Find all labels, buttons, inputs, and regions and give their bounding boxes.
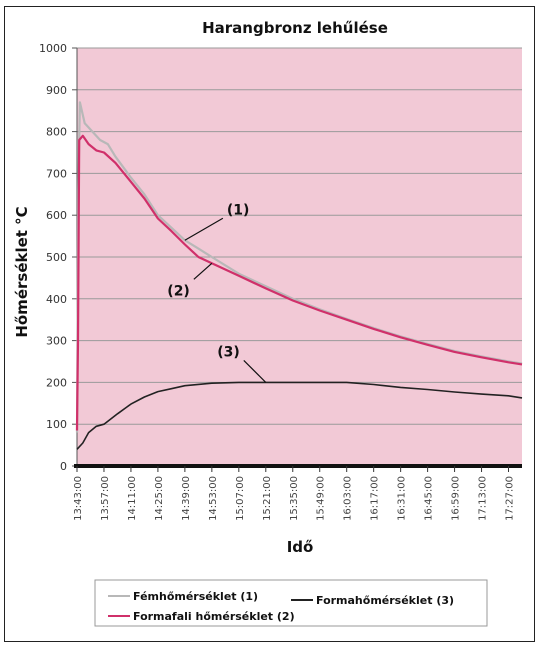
x-tick-label: 15:21:00: [262, 476, 273, 521]
series-line-3: [76, 381, 523, 450]
x-axis-title: Idő: [287, 538, 314, 556]
legend: Fémhőmérséklet (1) Formafali hőmérséklet …: [94, 579, 488, 627]
x-tick-label: 15:35:00: [289, 476, 300, 521]
x-tick-label: 16:03:00: [343, 476, 354, 521]
y-tick-label: 200: [46, 376, 67, 389]
series-line-2: [75, 134, 523, 431]
y-tick-label: 600: [46, 209, 67, 222]
y-tick-label: 100: [46, 418, 67, 431]
legend-label-3: Formahőmérséklet (3): [316, 594, 454, 607]
y-tick-label: 700: [46, 167, 67, 180]
y-tick-label: 900: [46, 84, 67, 97]
y-tick-label: 400: [46, 293, 67, 306]
x-tick-label: 16:45:00: [424, 476, 435, 521]
plot-area: 0 100 200 300 400 500 600 700 800 900 1000 13:43:00…: [39, 42, 523, 521]
x-tick-label: 17:27:00: [505, 476, 516, 521]
annotation-leader: [193, 262, 213, 280]
legend-label-2: Formafali hőmérséklet (2): [133, 610, 295, 623]
x-tick-label: 13:43:00: [73, 476, 84, 521]
legend-label-1: Fémhőmérséklet (1): [133, 590, 258, 603]
legend-box: [94, 579, 488, 627]
y-axis-title: Hőmérséklet °C: [13, 206, 31, 337]
x-tick-label: 14:39:00: [181, 476, 192, 521]
x-tick-label: 14:25:00: [154, 476, 165, 521]
x-tick-label: 17:13:00: [478, 476, 489, 521]
annotation-leader: [184, 217, 224, 241]
y-tick-label: 500: [46, 251, 67, 264]
annotation-label: (1): [227, 202, 250, 218]
y-tick-label: 300: [46, 335, 67, 348]
x-tick-label: 16:59:00: [451, 476, 462, 521]
x-tick-label: 14:11:00: [127, 476, 138, 521]
y-tick-label: 1000: [39, 42, 67, 55]
y-tick-label: 800: [46, 126, 67, 139]
x-tick-label: 15:07:00: [235, 476, 246, 521]
annotation-label: (3): [217, 344, 240, 360]
annotation-leader: [243, 359, 267, 383]
x-tick-label: 16:31:00: [397, 476, 408, 521]
y-tick-label: 0: [60, 460, 67, 473]
annotation-label: (2): [167, 283, 190, 299]
x-tick-label: 14:53:00: [208, 476, 219, 521]
x-tick-label: 13:57:00: [100, 476, 111, 521]
x-tick-label: 15:49:00: [316, 476, 327, 521]
x-tick-label: 16:17:00: [370, 476, 381, 521]
chart-title: Harangbronz lehűlése: [202, 19, 388, 37]
